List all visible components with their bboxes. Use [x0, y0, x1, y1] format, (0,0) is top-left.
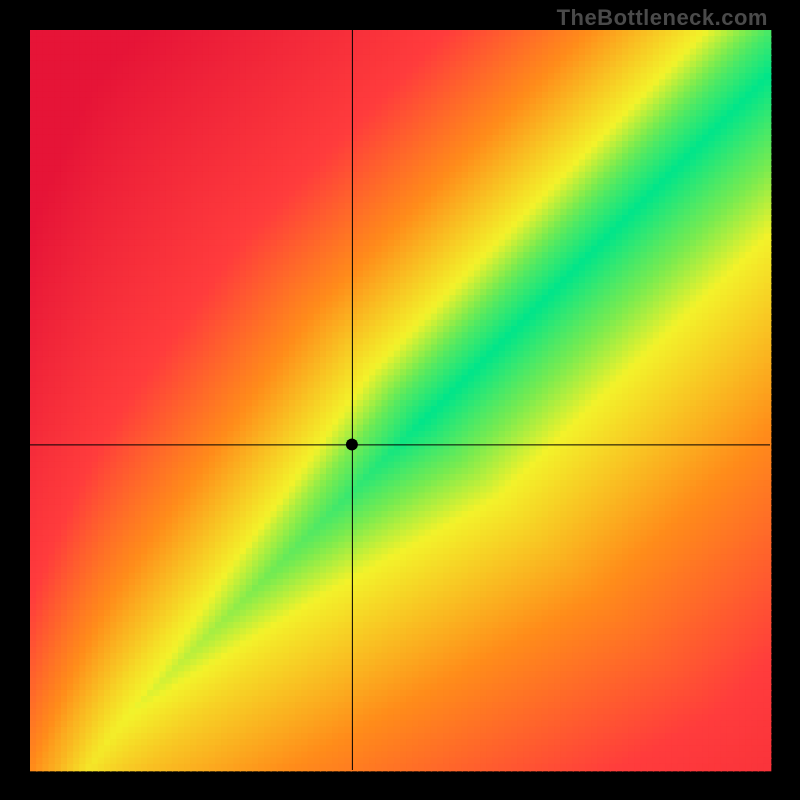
- chart-container: TheBottleneck.com: [0, 0, 800, 800]
- heatmap-canvas: [0, 0, 800, 800]
- watermark-text: TheBottleneck.com: [557, 5, 768, 31]
